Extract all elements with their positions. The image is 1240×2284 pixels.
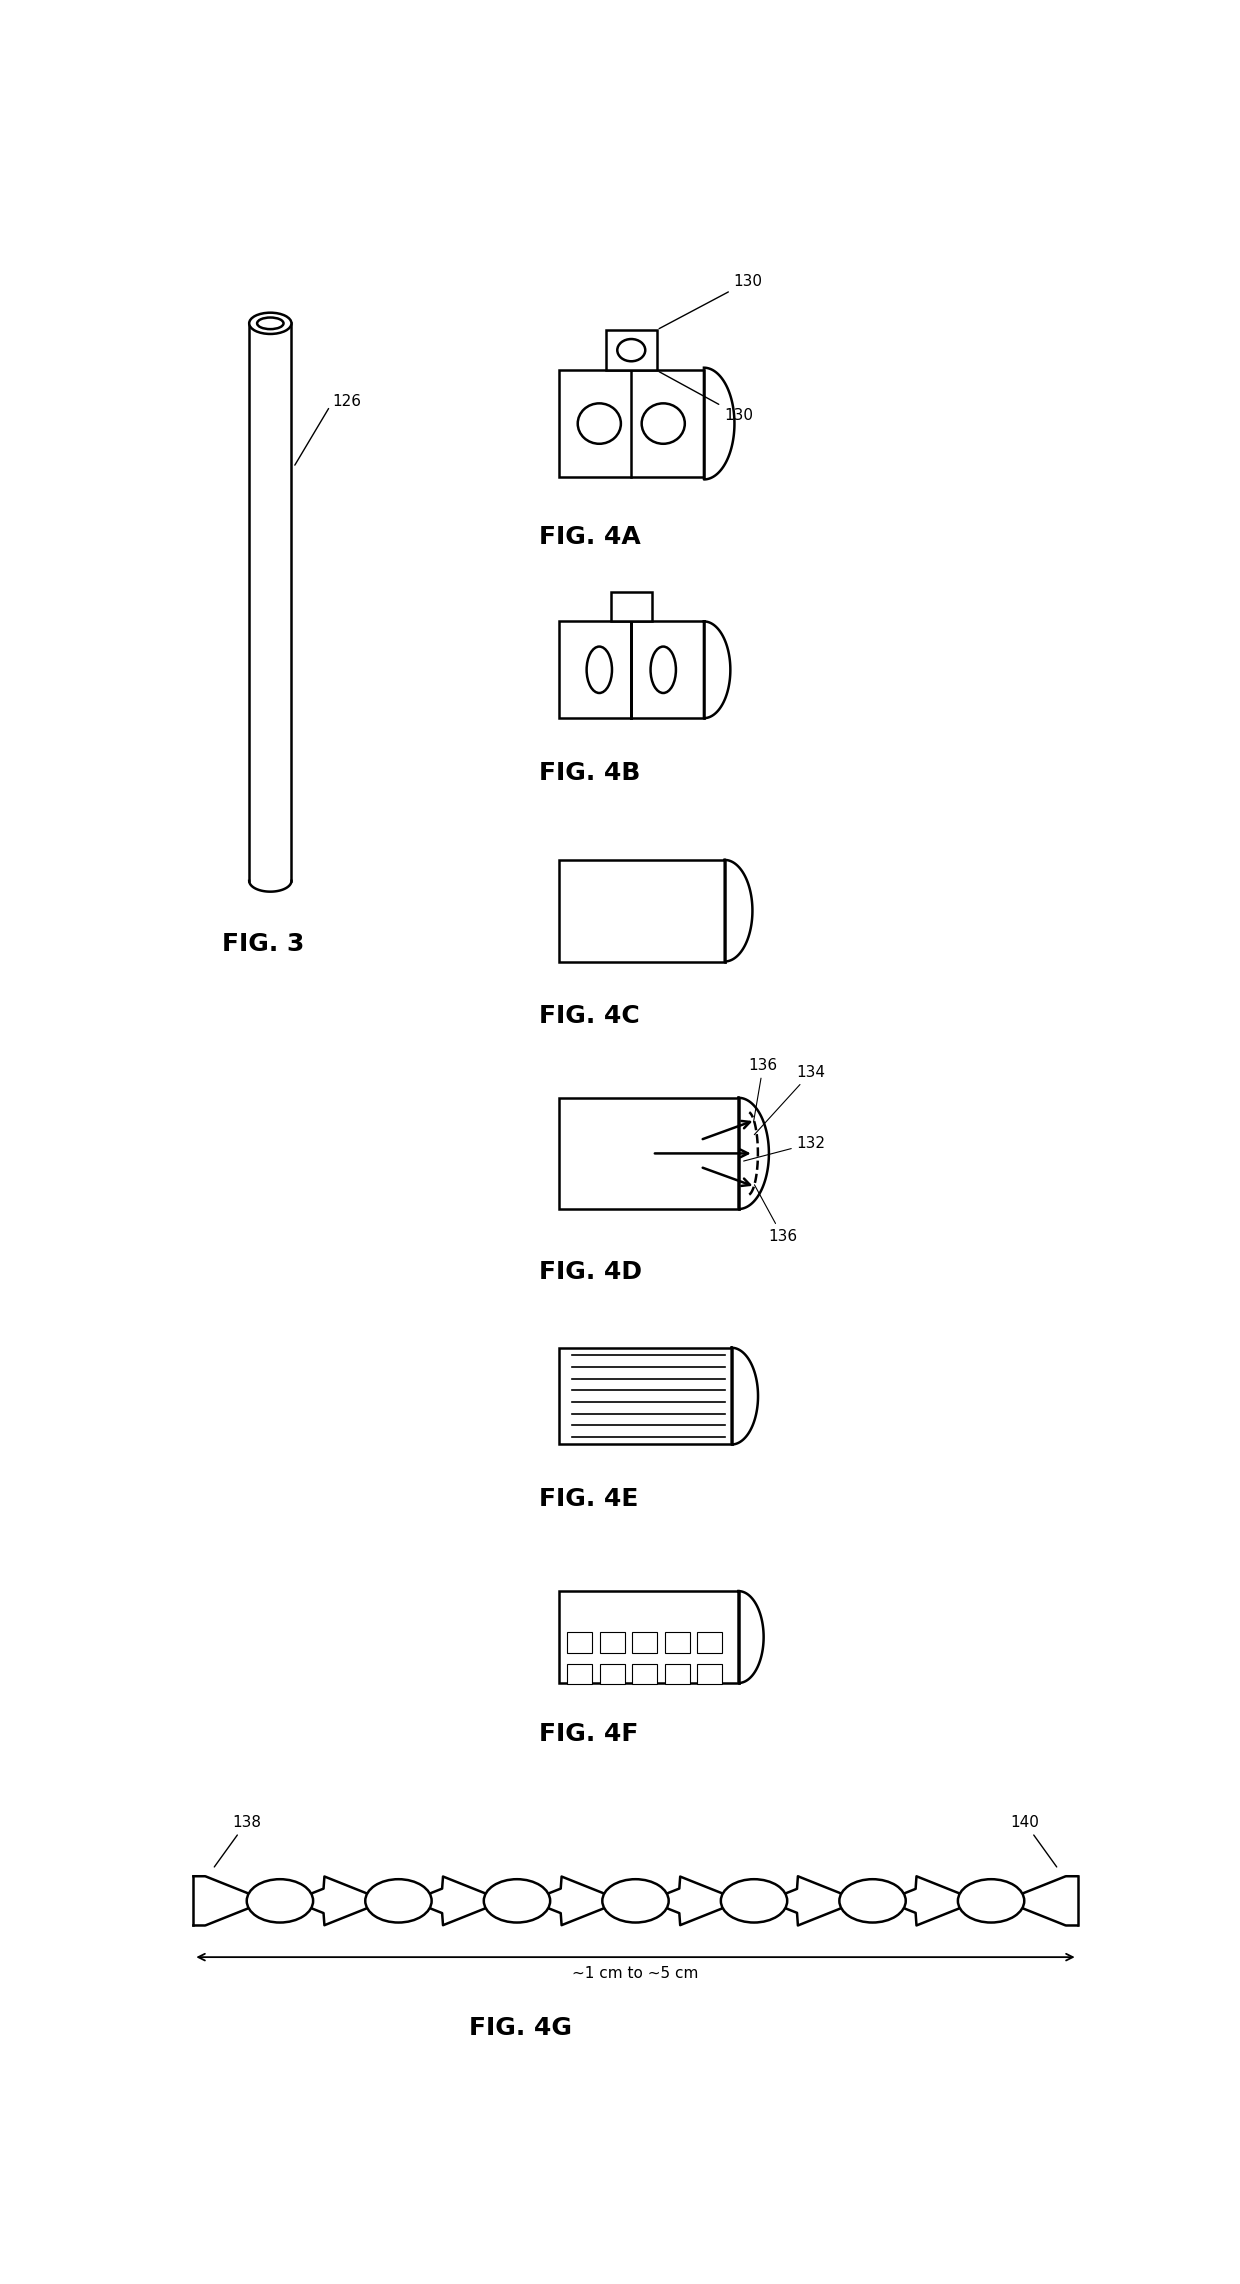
Bar (610, 592, 652, 621)
Ellipse shape (578, 404, 621, 443)
Circle shape (594, 875, 616, 916)
Ellipse shape (603, 1880, 668, 1923)
Ellipse shape (957, 1880, 1024, 1923)
Bar (568, 1663, 593, 1683)
Bar (632, 1663, 657, 1683)
Ellipse shape (249, 313, 291, 333)
Polygon shape (704, 368, 734, 480)
Text: 126: 126 (295, 393, 362, 466)
Ellipse shape (839, 1880, 905, 1923)
Circle shape (634, 909, 656, 950)
Circle shape (661, 875, 683, 916)
Text: FIG. 4B: FIG. 4B (539, 761, 641, 786)
Bar (558, 621, 704, 717)
Polygon shape (739, 1099, 769, 1208)
Ellipse shape (618, 338, 645, 361)
Bar (632, 1633, 657, 1654)
Text: 140: 140 (1011, 1816, 1056, 1866)
Text: FIG. 3: FIG. 3 (222, 932, 305, 957)
Text: 134: 134 (754, 1064, 826, 1135)
Ellipse shape (587, 646, 613, 692)
Bar (697, 1663, 723, 1683)
Bar (606, 329, 657, 370)
Text: FIG. 4D: FIG. 4D (539, 1261, 642, 1284)
Bar (558, 1592, 739, 1683)
Bar (558, 1348, 732, 1443)
Text: FIG. 4G: FIG. 4G (469, 2014, 572, 2040)
Bar (697, 1633, 723, 1654)
Bar (558, 1099, 739, 1208)
Text: FIG. 4C: FIG. 4C (539, 1005, 640, 1028)
Bar (568, 1633, 593, 1654)
Ellipse shape (484, 1880, 551, 1923)
Text: 130: 130 (660, 274, 763, 329)
Polygon shape (704, 621, 730, 717)
Bar (665, 1633, 689, 1654)
Polygon shape (732, 1348, 758, 1443)
Circle shape (573, 909, 595, 950)
Polygon shape (739, 1592, 764, 1683)
Bar (665, 1663, 689, 1683)
Bar (600, 1633, 625, 1654)
Text: 136: 136 (749, 1057, 777, 1121)
Bar (558, 370, 704, 477)
Text: ~1 cm to ~5 cm: ~1 cm to ~5 cm (573, 1967, 698, 1980)
Text: FIG. 4E: FIG. 4E (539, 1487, 639, 1512)
Text: 130: 130 (660, 372, 753, 423)
Text: 138: 138 (215, 1816, 260, 1866)
Ellipse shape (247, 1880, 314, 1923)
Bar (600, 1663, 625, 1683)
Ellipse shape (720, 1880, 787, 1923)
Ellipse shape (641, 404, 684, 443)
Ellipse shape (651, 646, 676, 692)
Text: 136: 136 (754, 1185, 797, 1245)
Text: 132: 132 (744, 1135, 826, 1160)
Text: FIG. 4F: FIG. 4F (539, 1722, 639, 1745)
Text: FIG. 4A: FIG. 4A (539, 525, 641, 548)
Bar (558, 861, 724, 962)
Polygon shape (724, 861, 753, 962)
Ellipse shape (366, 1880, 432, 1923)
Ellipse shape (257, 317, 284, 329)
